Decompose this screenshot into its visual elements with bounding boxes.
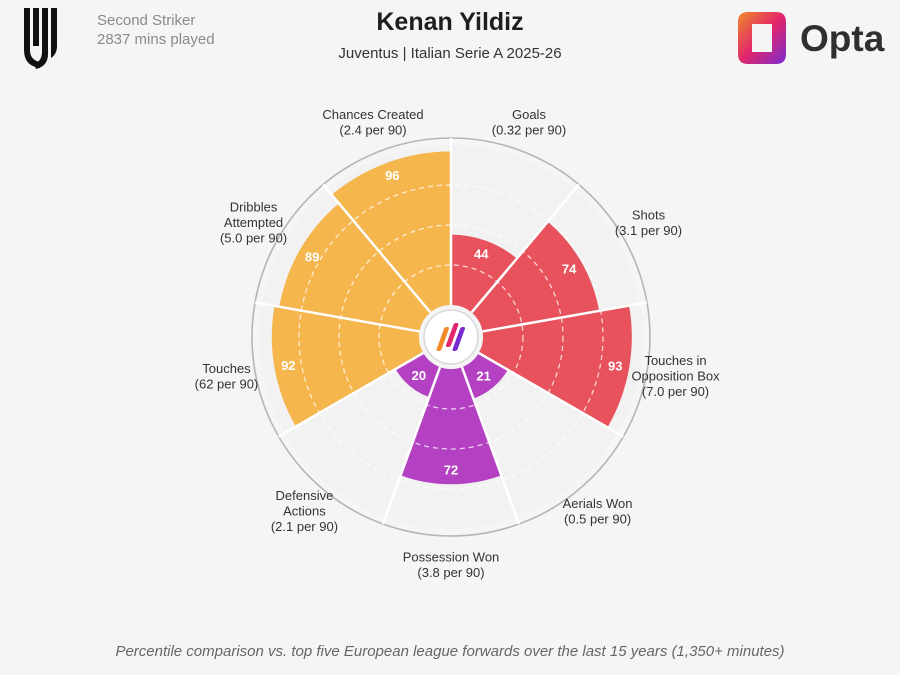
metric-label: Touches in Opposition Box (7.0 per 90) [631, 353, 720, 399]
metric-label: Shots (3.1 per 90) [615, 207, 682, 238]
bar-value-label: 89 [305, 249, 319, 264]
metric-label: Chances Created (2.4 per 90) [322, 107, 423, 137]
segment-background [461, 353, 618, 518]
footer-note: Percentile comparison vs. top five Europ… [115, 643, 785, 660]
minutes-played: 2837 mins played [97, 31, 215, 48]
metric-label: Defensive Actions (2.1 per 90) [271, 488, 338, 534]
grid-ring [338, 224, 564, 450]
bar-shots [471, 221, 600, 332]
segment-divider [381, 366, 442, 525]
bar-value-label: 74 [562, 261, 577, 276]
bar-touches [271, 305, 424, 427]
segment-divider [322, 183, 432, 314]
bar-value-label: 20 [412, 368, 426, 383]
bar-value-label: 21 [476, 368, 490, 383]
player-position: Second Striker [97, 12, 196, 29]
metric-label: Dribbles Attempted (5.0 per 90) [220, 200, 287, 246]
segment-divider [478, 351, 624, 438]
metric-label: Goals (0.32 per 90) [492, 107, 566, 137]
bar-possession-won [400, 367, 502, 485]
metric-label: Possession Won (3.8 per 90) [403, 549, 500, 580]
segment-divider [278, 351, 424, 438]
segment-divider [482, 301, 648, 333]
segment-divider [470, 183, 580, 314]
bar-chances-created [331, 151, 451, 313]
segment-divider [460, 366, 521, 525]
bar-defensive-actions [395, 353, 441, 398]
bar-value-label: 44 [474, 246, 489, 261]
chart-title: Kenan Yildiz [376, 8, 524, 36]
bar-value-label: 72 [444, 463, 458, 478]
title-block: Kenan Yildiz Juventus | Italian Serie A … [0, 8, 900, 62]
bar-touches-in-opposition-box [478, 305, 632, 428]
bar-value-label: 96 [385, 168, 399, 183]
juventus-logo-icon [24, 8, 57, 69]
brand-name: Opta [800, 18, 885, 59]
bar-dribbles-attempted [279, 203, 431, 332]
player-meta: Second Striker 2837 mins played [97, 11, 215, 49]
segment-divider [254, 301, 420, 333]
opta-mark-icon [436, 323, 466, 351]
segment-background [284, 353, 441, 518]
bar-value-label: 93 [608, 358, 622, 373]
bar-value-label: 92 [281, 358, 295, 373]
opta-logo-icon [738, 12, 786, 64]
grid-ring [378, 264, 524, 410]
chart-subtitle: Juventus | Italian Serie A 2025-26 [338, 45, 562, 62]
metric-label: Aerials Won (0.5 per 90) [563, 496, 633, 527]
metric-label: Touches (62 per 90) [195, 361, 259, 392]
